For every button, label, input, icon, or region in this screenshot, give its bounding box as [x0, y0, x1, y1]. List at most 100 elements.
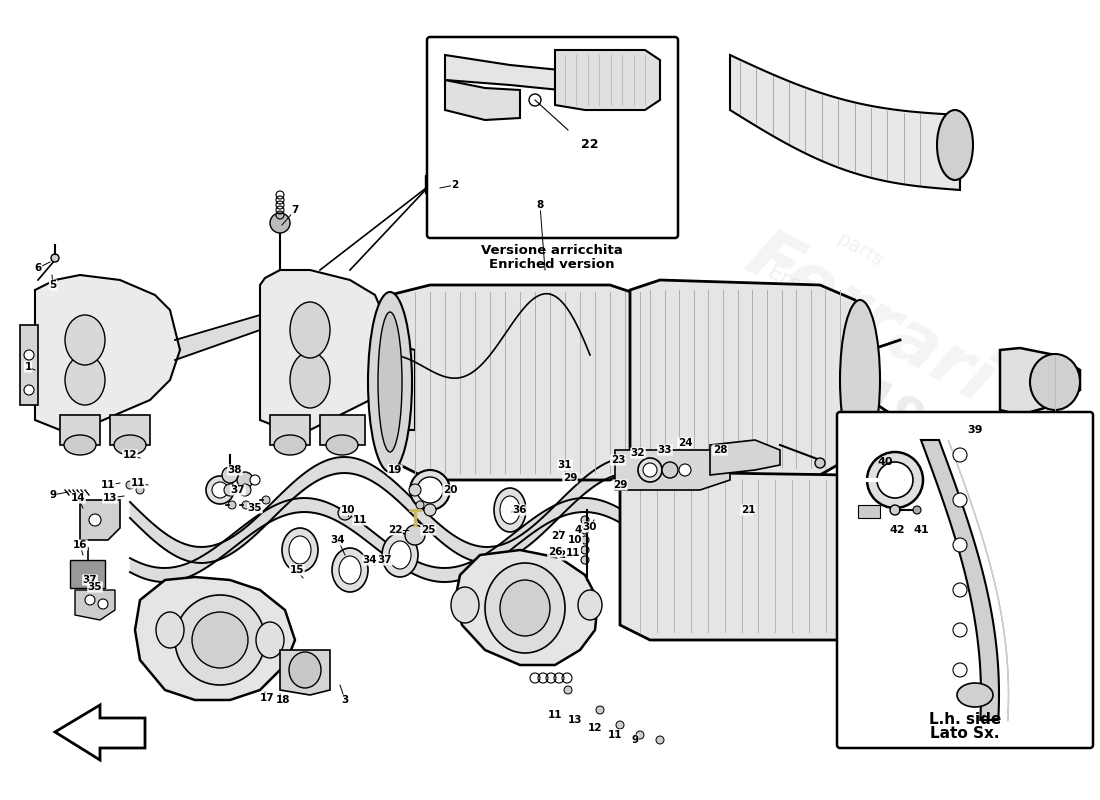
Circle shape — [581, 536, 589, 544]
Text: 12: 12 — [123, 450, 138, 460]
Circle shape — [338, 506, 352, 520]
Text: 4: 4 — [574, 525, 582, 535]
Text: Ferrari: Ferrari — [735, 222, 1005, 418]
Text: 5: 5 — [50, 280, 56, 290]
Polygon shape — [280, 650, 330, 695]
Ellipse shape — [1030, 354, 1080, 410]
Ellipse shape — [175, 595, 265, 685]
Circle shape — [416, 501, 424, 509]
Circle shape — [228, 501, 236, 509]
Text: 10: 10 — [568, 535, 582, 545]
Text: 42: 42 — [889, 525, 905, 535]
Circle shape — [596, 706, 604, 714]
Circle shape — [424, 504, 436, 516]
Text: 13: 13 — [102, 493, 118, 503]
Circle shape — [85, 595, 95, 605]
Polygon shape — [370, 345, 415, 430]
Circle shape — [581, 516, 589, 524]
Text: 11: 11 — [131, 478, 145, 488]
Circle shape — [24, 350, 34, 360]
Polygon shape — [446, 80, 520, 120]
Text: 37: 37 — [377, 555, 393, 565]
Text: 34: 34 — [363, 555, 377, 565]
Circle shape — [250, 475, 260, 485]
Ellipse shape — [378, 312, 402, 452]
FancyBboxPatch shape — [837, 412, 1093, 748]
Polygon shape — [35, 275, 180, 430]
Polygon shape — [556, 50, 660, 110]
Text: 41: 41 — [913, 525, 928, 535]
Polygon shape — [135, 577, 295, 700]
Circle shape — [656, 736, 664, 744]
Text: 39: 39 — [967, 425, 982, 435]
Text: 36: 36 — [513, 505, 527, 515]
Text: 17: 17 — [260, 693, 274, 703]
Text: 18: 18 — [276, 695, 290, 705]
Text: 12: 12 — [587, 723, 603, 733]
Circle shape — [679, 464, 691, 476]
Ellipse shape — [274, 435, 306, 455]
Ellipse shape — [500, 496, 520, 524]
Circle shape — [638, 458, 662, 482]
Ellipse shape — [500, 580, 550, 636]
Polygon shape — [80, 500, 120, 540]
Circle shape — [222, 467, 238, 483]
Bar — [425, 175, 455, 193]
Circle shape — [409, 484, 421, 496]
Circle shape — [815, 458, 825, 468]
Circle shape — [242, 501, 250, 509]
Polygon shape — [921, 440, 999, 720]
Polygon shape — [320, 415, 365, 445]
Circle shape — [270, 213, 290, 233]
Circle shape — [24, 385, 34, 395]
Circle shape — [662, 462, 678, 478]
Circle shape — [126, 481, 134, 489]
Ellipse shape — [290, 352, 330, 408]
Text: 22: 22 — [581, 138, 598, 151]
Polygon shape — [455, 550, 598, 665]
Circle shape — [206, 476, 234, 504]
Bar — [20, 325, 38, 405]
Text: 35: 35 — [248, 503, 262, 513]
Ellipse shape — [957, 683, 993, 707]
Text: 29: 29 — [563, 473, 578, 483]
Text: Ersatzteile: Ersatzteile — [764, 262, 876, 338]
Ellipse shape — [65, 315, 104, 365]
Ellipse shape — [937, 110, 974, 180]
Text: 19: 19 — [388, 465, 403, 475]
Ellipse shape — [156, 612, 184, 648]
Ellipse shape — [339, 556, 361, 584]
Ellipse shape — [65, 355, 104, 405]
Polygon shape — [730, 55, 960, 190]
Circle shape — [616, 721, 624, 729]
Text: 1985: 1985 — [848, 374, 992, 486]
Text: 13: 13 — [568, 715, 582, 725]
Circle shape — [529, 94, 541, 106]
Text: 2: 2 — [451, 180, 459, 190]
Polygon shape — [110, 415, 150, 445]
Text: 14: 14 — [70, 493, 86, 503]
Polygon shape — [75, 590, 116, 620]
Ellipse shape — [282, 528, 318, 572]
Polygon shape — [858, 505, 880, 518]
Text: 20: 20 — [442, 485, 458, 495]
Circle shape — [239, 484, 251, 496]
Ellipse shape — [289, 536, 311, 564]
Polygon shape — [710, 440, 780, 475]
Polygon shape — [620, 472, 890, 640]
Text: 6: 6 — [34, 263, 42, 273]
Circle shape — [405, 525, 425, 545]
Circle shape — [410, 470, 450, 510]
Circle shape — [262, 496, 270, 504]
Polygon shape — [630, 280, 870, 475]
Text: parts: parts — [834, 230, 887, 270]
Circle shape — [953, 663, 967, 677]
Ellipse shape — [256, 622, 284, 658]
Circle shape — [89, 514, 101, 526]
Polygon shape — [60, 415, 100, 445]
Circle shape — [636, 731, 644, 739]
Text: 11: 11 — [353, 515, 367, 525]
Circle shape — [953, 493, 967, 507]
Text: 40: 40 — [878, 457, 893, 467]
Polygon shape — [260, 270, 390, 430]
